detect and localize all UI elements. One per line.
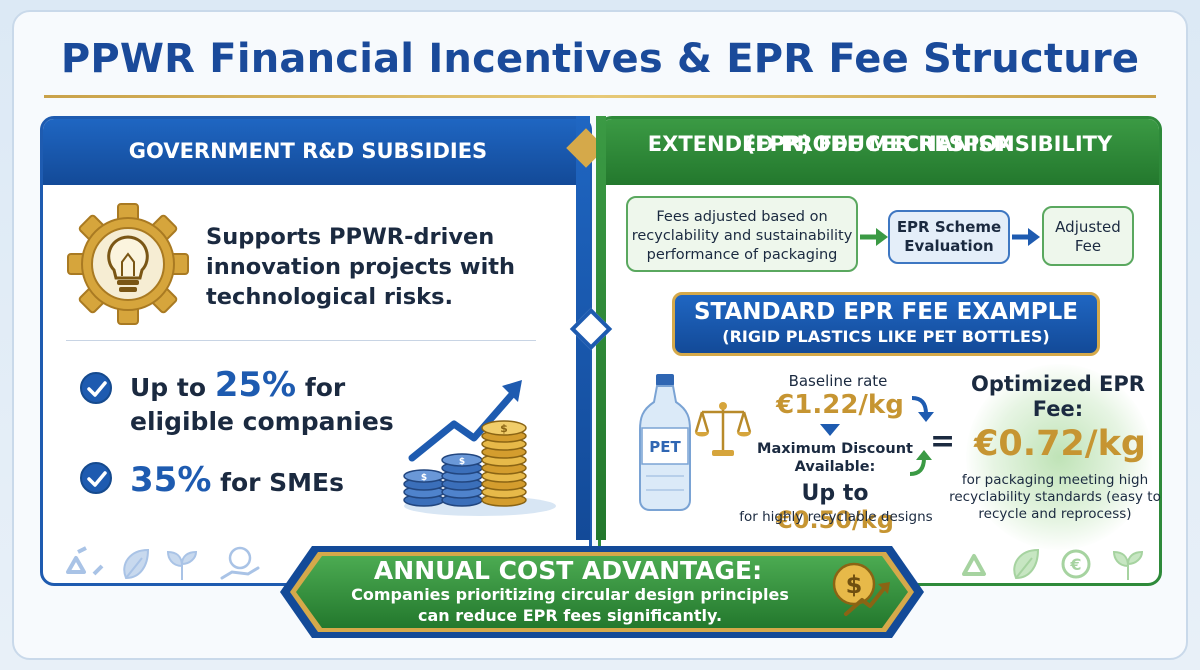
- equals-sign: =: [930, 424, 956, 459]
- rd-subsidies-header: GOVERNMENT R&D SUBSIDIES: [43, 119, 589, 185]
- discount-prefix: Up to: [801, 481, 869, 506]
- optimized-fee-value: €0.72/kg: [974, 424, 1146, 464]
- arrow-right-icon: [1012, 228, 1040, 246]
- leaf-icon: [123, 548, 150, 580]
- left-decorative-icons: [60, 544, 280, 584]
- checkmark-icon: [80, 462, 112, 494]
- optimized-fee-note: for packaging meeting high recyclability…: [949, 472, 1161, 522]
- rd-subsidies-panel: GOVERNMENT R&D SUBSIDIES: [40, 116, 592, 586]
- rd-subsidies-description: Supports PPWR-driven innovation projects…: [206, 224, 516, 310]
- flow-fee-adjustment: Fees adjusted based on recyclability and…: [626, 196, 858, 272]
- checkmark-icon: [80, 372, 112, 404]
- left-divider: [66, 340, 536, 341]
- curved-arrow-up-icon: [909, 450, 932, 476]
- baseline-rate-value: €1.22/kg: [776, 390, 904, 420]
- discount-value: €0.50/kg: [776, 506, 894, 534]
- gear-lightbulb-icon: [66, 202, 190, 326]
- page-title: PPWR Financial Incentives & EPR Fee Stru…: [60, 36, 1140, 82]
- sprout-icon: [1112, 550, 1144, 580]
- epr-header-line1: EXTENDED PRODUCER RESPONSIBILITY: [647, 132, 1113, 156]
- flow-epr-evaluation: EPR Scheme Evaluation: [888, 210, 1010, 264]
- subsidy-bullet-eligible: Up to 25% for eligible companies: [130, 368, 410, 439]
- discount-note: for highly recyclable designs: [739, 509, 933, 525]
- leaf-icon: [1013, 548, 1040, 580]
- coin-symbol: $: [500, 422, 508, 435]
- coin-stacks-growth-icon: $ $ $: [398, 360, 558, 520]
- annual-cost-advantage-banner: [270, 540, 934, 644]
- recycle-icon: [66, 546, 104, 576]
- coin-symbol: $: [459, 457, 465, 467]
- euro-coin-icon: [1061, 549, 1091, 579]
- title-divider: [44, 95, 1156, 98]
- down-triangle-icon: [820, 424, 840, 436]
- sprout-icon: [166, 550, 198, 580]
- banner-coin-symbol: $: [846, 571, 863, 599]
- coin-symbol: $: [421, 473, 427, 483]
- euro-symbol: €: [1069, 555, 1081, 574]
- subsidy-rate-eligible: 25%: [214, 365, 297, 405]
- epr-header-line2: (EPR) FEE MECHANISM: [745, 132, 1015, 156]
- epr-fee-header: EXTENDED PRODUCER RESPONSIBILITY (EPR) FE…: [601, 119, 1159, 185]
- discount-line: Up to €0.50/kg: [742, 481, 928, 534]
- example-subtitle: (RIGID PLASTICS LIKE PET BOTTLES): [722, 327, 1050, 346]
- baseline-rate-label: Baseline rate: [788, 372, 888, 390]
- example-title: STANDARD EPR FEE EXAMPLE: [693, 299, 1078, 325]
- right-decorative-icons: €: [958, 544, 1158, 584]
- subsidy-bullet-eligible-prefix: Up to: [130, 373, 215, 402]
- subsidy-bullet-eligible-suffix: for eligible companies: [130, 373, 394, 436]
- flow-adjusted-fee: Adjusted Fee: [1042, 206, 1134, 266]
- optimized-fee-highlight: [966, 364, 1152, 550]
- subsidy-bullet-sme-suffix: for SMEs: [211, 468, 345, 497]
- banner-text: Companies prioritizing circular design p…: [351, 585, 789, 625]
- arrow-right-icon: [860, 228, 888, 246]
- recycle-icon: [962, 554, 986, 576]
- subsidy-bullet-sme: 35% for SMEs: [130, 460, 390, 500]
- rd-subsidies-header-text: GOVERNMENT R&D SUBSIDIES: [128, 139, 488, 163]
- curved-arrow-down-icon: [911, 396, 934, 422]
- max-discount-label: Maximum Discount Available:: [757, 441, 913, 475]
- balance-scale-icon: [694, 398, 752, 462]
- pet-bottle-icon: PET: [636, 372, 694, 512]
- subsidy-rate-sme: 35%: [130, 460, 212, 500]
- money-hand-icon: [220, 546, 260, 580]
- banner-title: ANNUAL COST ADVANTAGE:: [373, 556, 763, 585]
- optimized-fee-label: Optimized EPR Fee:: [971, 372, 1145, 421]
- bottle-label: PET: [649, 438, 681, 456]
- standard-fee-example-banner: STANDARD EPR FEE EXAMPLE (RIGID PLASTICS…: [672, 292, 1100, 356]
- dollar-coin-growth-icon: $: [826, 554, 894, 622]
